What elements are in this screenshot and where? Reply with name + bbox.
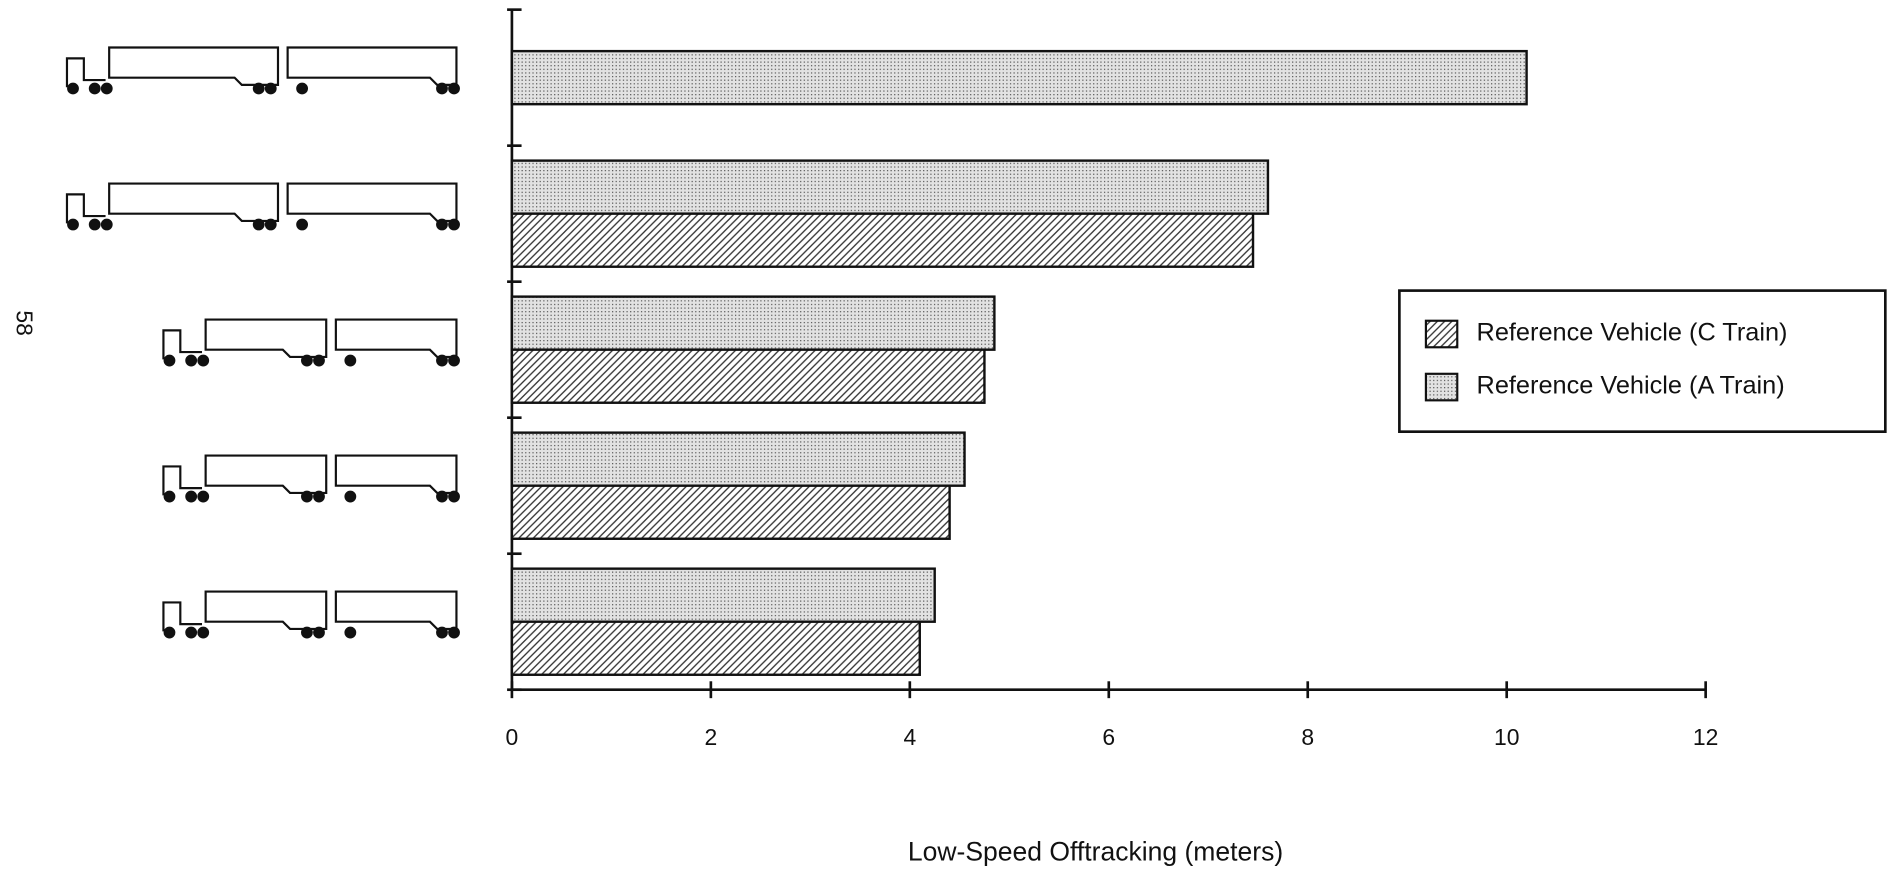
wheel <box>163 490 176 503</box>
truck-outline <box>334 318 458 359</box>
wheel <box>344 490 357 503</box>
wheel <box>448 626 460 639</box>
truck-outline <box>65 57 106 88</box>
truck-icon <box>162 454 460 503</box>
truck-icon <box>65 182 460 231</box>
wheel <box>252 82 265 95</box>
wheel <box>436 82 448 95</box>
truck-icon <box>162 590 460 639</box>
wheel <box>436 354 448 367</box>
wheel <box>448 354 460 367</box>
wheel <box>313 626 325 639</box>
wheel <box>88 82 101 95</box>
wheel <box>448 490 460 503</box>
wheel <box>197 490 210 503</box>
truck-icon <box>162 318 460 367</box>
truck-outline <box>286 46 458 86</box>
legend-label: Reference Vehicle (A Train) <box>1477 372 1785 400</box>
truck-outline <box>204 590 328 631</box>
wheel <box>100 218 113 231</box>
truck-outline <box>162 329 203 360</box>
wheel <box>436 626 448 639</box>
wheel <box>67 82 79 95</box>
wheel <box>185 354 198 367</box>
bar <box>510 295 996 351</box>
truck-outline <box>162 601 203 632</box>
wheel <box>88 218 101 231</box>
bar <box>510 431 966 487</box>
wheel <box>344 626 357 639</box>
bar <box>510 212 1255 268</box>
truck-outline <box>108 182 280 222</box>
legend-swatch <box>1424 372 1459 402</box>
wheel <box>197 354 210 367</box>
page-number: 58 <box>11 310 37 335</box>
legend-swatch <box>1424 319 1459 349</box>
wheel <box>296 218 309 231</box>
x-tick-label: 6 <box>1102 724 1115 750</box>
x-tick-label: 0 <box>506 724 519 750</box>
bar <box>510 484 951 540</box>
truck-outline <box>204 318 328 359</box>
wheel <box>252 218 265 231</box>
x-axis-label: Low-Speed Offtracking (meters) <box>908 837 1283 867</box>
truck-outline <box>286 182 458 222</box>
x-tick-label: 10 <box>1494 724 1519 750</box>
legend-label: Reference Vehicle (C Train) <box>1477 319 1788 347</box>
wheel <box>100 82 113 95</box>
wheel <box>163 354 176 367</box>
wheel <box>301 490 313 503</box>
wheel <box>163 626 176 639</box>
wheel <box>185 490 198 503</box>
wheel <box>448 82 460 95</box>
wheel <box>448 218 460 231</box>
truck-outline <box>65 193 106 224</box>
truck-outline <box>334 454 458 495</box>
wheel <box>264 218 277 231</box>
truck-outline <box>334 590 458 631</box>
bar <box>510 567 936 623</box>
bar <box>510 620 921 676</box>
x-tick-label: 12 <box>1693 724 1718 750</box>
wheel <box>67 218 79 231</box>
x-tick-label: 4 <box>903 724 916 750</box>
wheel <box>313 354 325 367</box>
wheel <box>301 354 313 367</box>
bar <box>510 159 1270 215</box>
bar <box>510 49 1528 106</box>
x-tick-label: 8 <box>1301 724 1314 750</box>
legend-box <box>1398 289 1887 434</box>
wheel <box>436 218 448 231</box>
wheel <box>296 82 309 95</box>
wheel <box>185 626 198 639</box>
wheel <box>264 82 277 95</box>
wheel <box>313 490 325 503</box>
bar <box>510 348 986 404</box>
wheel <box>436 490 448 503</box>
wheel <box>344 354 357 367</box>
truck-icon <box>65 46 460 95</box>
wheel <box>301 626 313 639</box>
truck-outline <box>162 465 203 496</box>
truck-outline <box>204 454 328 495</box>
truck-outline <box>108 46 280 86</box>
wheel <box>197 626 210 639</box>
x-tick-label: 2 <box>704 724 717 750</box>
